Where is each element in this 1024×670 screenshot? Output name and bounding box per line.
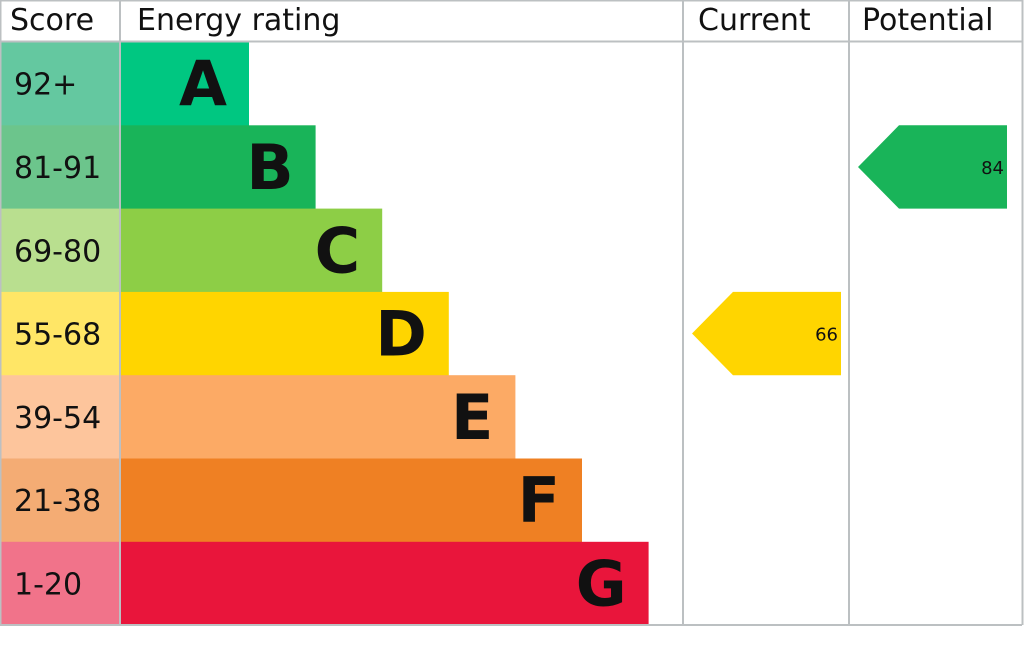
score-range-label: 69-80 bbox=[14, 234, 101, 269]
score-cell-c bbox=[0, 208, 120, 293]
score-cell-d bbox=[0, 291, 120, 376]
rating-letter: A bbox=[179, 48, 227, 121]
score-range-label: 39-54 bbox=[14, 401, 101, 436]
rating-letter: E bbox=[451, 381, 493, 454]
rating-letter: B bbox=[246, 131, 293, 204]
current-rating-value: 66 bbox=[815, 325, 838, 346]
score-range-label: 1-20 bbox=[14, 567, 82, 602]
rating-bar-c bbox=[120, 208, 383, 293]
rating-bar-g bbox=[120, 541, 649, 626]
score-cell-e bbox=[0, 375, 120, 459]
header-energy-rating: Energy rating bbox=[137, 3, 340, 38]
potential-rating-arrow bbox=[858, 125, 1007, 209]
rating-bar-e bbox=[120, 375, 516, 459]
rating-bar-d bbox=[120, 291, 449, 376]
score-cell-g bbox=[0, 541, 120, 626]
score-cell-f bbox=[0, 458, 120, 543]
rating-letter: C bbox=[315, 214, 361, 287]
score-range-label: 21-38 bbox=[14, 484, 101, 519]
rating-bar-f bbox=[120, 458, 582, 543]
rating-letter: D bbox=[375, 298, 426, 371]
score-cell-a bbox=[0, 42, 120, 126]
score-range-label: 81-91 bbox=[14, 151, 101, 186]
current-rating-arrow bbox=[692, 291, 841, 376]
rating-bar-a bbox=[120, 42, 249, 126]
rating-letter: G bbox=[576, 547, 627, 620]
potential-rating-value: 84 bbox=[981, 158, 1004, 179]
header-potential: Potential bbox=[862, 3, 993, 38]
score-range-label: 92+ bbox=[14, 68, 77, 103]
score-range-label: 55-68 bbox=[14, 318, 101, 353]
header-score: Score bbox=[10, 3, 94, 38]
header-current: Current bbox=[698, 3, 811, 38]
rating-letter: F bbox=[518, 464, 560, 537]
rating-bar-b bbox=[120, 125, 316, 210]
score-cell-b bbox=[0, 125, 120, 210]
